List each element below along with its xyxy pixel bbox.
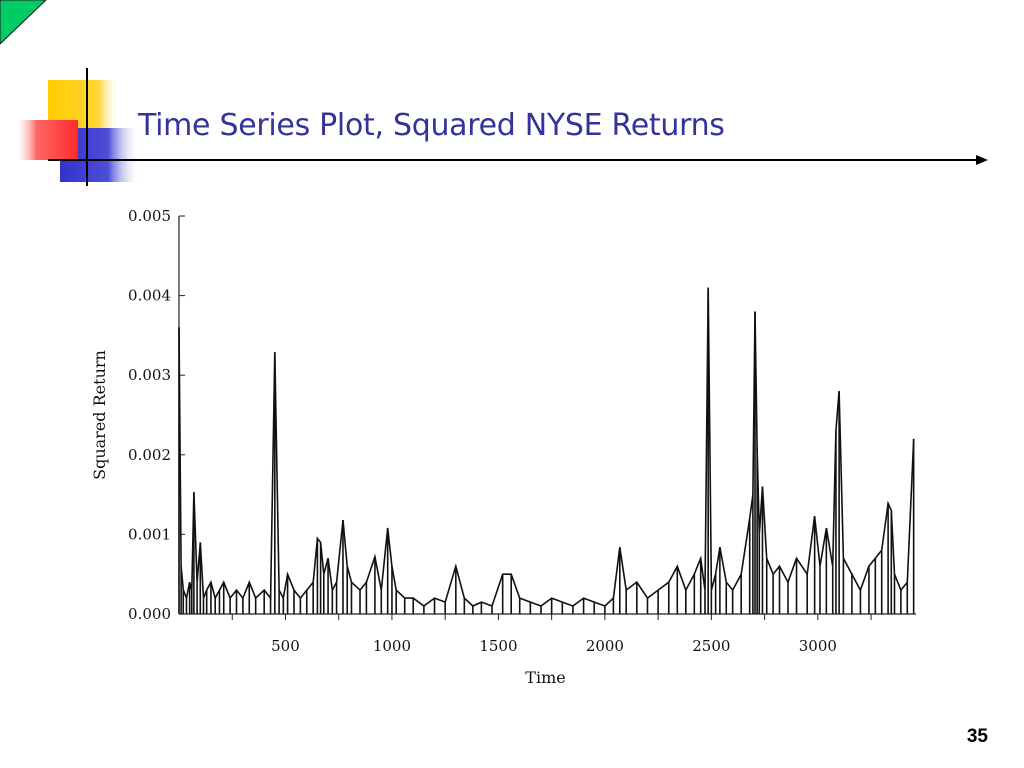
- y-tick-label: 0.000: [128, 605, 171, 623]
- red-square: [14, 120, 78, 160]
- series-line-0: [178, 287, 915, 608]
- y-tick-label: 0.005: [128, 207, 171, 225]
- x-tick-label: 2500: [692, 637, 730, 655]
- y-tick-label: 0.002: [128, 446, 171, 464]
- corner-triangle-shape: [0, 0, 47, 45]
- chart-labels: 0.000 0.001 0.002 0.003 0.004 0.005 500 1000 150…: [90, 207, 837, 687]
- corner-triangle-decoration: [0, 0, 47, 45]
- x-tick-label: 500: [271, 637, 300, 655]
- x-axis-label: Time: [525, 668, 565, 687]
- y-tick-label: 0.003: [128, 366, 171, 384]
- y-tick-label: 0.004: [128, 287, 171, 305]
- slide-title: Time Series Plot, Squared NYSE Returns: [138, 108, 725, 143]
- x-tick-label: 1000: [373, 637, 411, 655]
- page-number: 35: [966, 726, 988, 747]
- y-axis-label: Squared Return: [90, 350, 109, 480]
- chart-axes: [178, 215, 916, 620]
- title-decoration-graphic: [14, 68, 140, 186]
- chart-marks: [178, 287, 915, 614]
- x-tick-label: 2000: [586, 637, 624, 655]
- x-tick-label: 1500: [479, 637, 517, 655]
- y-tick-label: 0.001: [128, 525, 171, 543]
- title-underline-arrow: [48, 155, 988, 165]
- title-decoration: [0, 0, 150, 190]
- x-tick-label: 3000: [799, 637, 837, 655]
